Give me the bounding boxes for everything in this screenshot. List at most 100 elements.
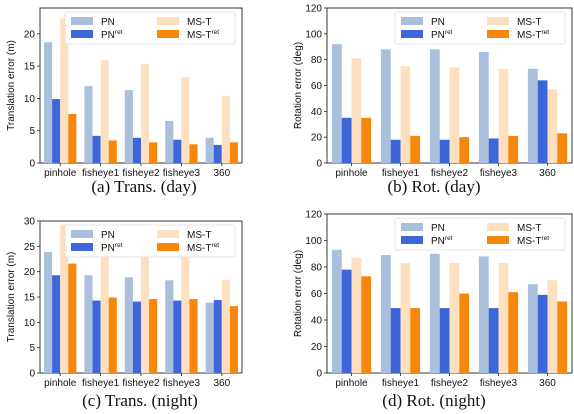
bar-MS-Tret-fisheye2 xyxy=(459,293,470,373)
bar-PN-fisheye1 xyxy=(380,49,391,164)
bar-PNret-fisheye1 xyxy=(92,135,101,163)
x-tick-label: fisheye2 xyxy=(431,168,469,179)
bar-MS-T-360 xyxy=(221,279,230,373)
bar-PN-pinhole xyxy=(44,251,53,373)
x-tick-label: fisheye1 xyxy=(82,168,120,179)
bar-PN-fisheye3 xyxy=(165,121,174,163)
y-tick-label: 20 xyxy=(24,29,36,40)
bar-MS-Tret-fisheye1 xyxy=(410,135,421,163)
legend-swatch-MS-Tret xyxy=(157,30,179,38)
bar-MS-T-fisheye3 xyxy=(181,77,190,163)
legend-label-MS-T: MS-T xyxy=(517,223,541,234)
x-tick-label: fisheye1 xyxy=(382,168,420,179)
bar-MS-T-pinhole xyxy=(351,257,362,373)
legend-label-MS-T: MS-T xyxy=(187,230,211,241)
y-tick-label: 5 xyxy=(29,126,35,137)
y-tick-label: 20 xyxy=(311,342,323,353)
legend-box xyxy=(64,224,236,258)
bar-MS-T-360 xyxy=(547,280,558,373)
bar-PN-360 xyxy=(205,302,214,373)
bar-PN-fisheye2 xyxy=(429,49,440,164)
bar-PNret-fisheye1 xyxy=(390,308,401,373)
y-tick-label: 10 xyxy=(24,318,36,329)
bar-PN-fisheye2 xyxy=(124,277,133,373)
y-tick-label: 40 xyxy=(311,107,323,118)
legend-label-PN: PN xyxy=(431,17,445,28)
y-tick-label: 60 xyxy=(311,81,323,92)
bar-PNret-pinhole xyxy=(52,275,61,373)
bar-PN-fisheye3 xyxy=(478,51,489,163)
bar-PNret-360 xyxy=(213,144,222,163)
bar-PN-fisheye2 xyxy=(429,253,440,373)
bar-MS-Tret-pinhole xyxy=(68,263,77,373)
legend-label-PN: PN xyxy=(101,230,115,241)
legend-swatch-MS-T xyxy=(487,223,509,231)
legend-swatch-PN xyxy=(401,223,423,231)
chart-panel-2: 0 20 40 60 80 100 120 Rotation error (deg) pinho… xyxy=(293,4,573,196)
panel-caption: (a) Trans. (day) xyxy=(91,177,196,196)
legend-label-MS-T: MS-T xyxy=(517,17,541,28)
bar-MS-Tret-fisheye3 xyxy=(508,292,519,373)
x-tick-label: pinhole xyxy=(335,378,368,389)
legend-swatch-MS-Tret xyxy=(487,30,509,38)
y-tick-label: 120 xyxy=(305,4,322,15)
legend-swatch-PN xyxy=(71,230,93,238)
bar-MS-T-fisheye3 xyxy=(498,263,509,373)
legend-label-PN: PN xyxy=(431,223,445,234)
bar-PNret-fisheye2 xyxy=(439,308,450,373)
bar-PNret-fisheye3 xyxy=(488,308,499,373)
bar-PN-pinhole xyxy=(331,44,342,163)
chart-panel-1: 0 5 10 15 20 Translation error (m) pinhole fish… xyxy=(6,7,243,196)
y-tick-label: 100 xyxy=(305,29,322,40)
bar-MS-Tret-360 xyxy=(557,133,568,163)
legend-swatch-MS-T xyxy=(487,17,509,25)
panel-caption: (b) Rot. (day) xyxy=(387,177,480,196)
legend-swatch-MS-Tret xyxy=(157,243,179,251)
bar-PNret-fisheye2 xyxy=(132,137,141,163)
bar-PN-fisheye2 xyxy=(124,90,133,163)
x-tick-label: 360 xyxy=(213,378,230,389)
bar-MS-Tret-fisheye3 xyxy=(189,299,198,373)
y-axis-title: Rotation error (deg) xyxy=(293,250,304,337)
bar-MS-Tret-360 xyxy=(557,301,568,373)
y-tick-label: 0 xyxy=(29,159,35,170)
legend-label-MS-Tret: MS-Tret xyxy=(517,235,549,247)
bar-MS-Tret-pinhole xyxy=(68,113,77,163)
bar-MS-Tret-360 xyxy=(229,142,238,163)
bar-PN-fisheye1 xyxy=(380,255,391,373)
bar-PNret-fisheye2 xyxy=(132,301,141,373)
y-tick-label: 10 xyxy=(24,94,36,105)
y-tick-label: 20 xyxy=(311,133,323,144)
bar-MS-T-fisheye1 xyxy=(400,66,411,163)
legend-swatch-PNret xyxy=(71,30,93,38)
bar-MS-T-fisheye2 xyxy=(449,263,460,373)
y-tick-label: 30 xyxy=(24,217,36,228)
bar-PN-fisheye1 xyxy=(84,86,93,163)
bar-PN-360 xyxy=(527,68,538,163)
x-tick-label: fisheye3 xyxy=(480,168,518,179)
legend-box xyxy=(394,11,566,45)
bar-MS-Tret-pinhole xyxy=(361,276,372,373)
legend-swatch-PNret xyxy=(401,30,423,38)
y-axis-title: Rotation error (deg) xyxy=(293,42,304,129)
legend-swatch-MS-Tret xyxy=(487,236,509,244)
x-tick-label: fisheye1 xyxy=(382,378,420,389)
legend-swatch-PNret xyxy=(401,236,423,244)
x-tick-label: 360 xyxy=(539,378,556,389)
y-tick-label: 120 xyxy=(305,210,322,221)
y-tick-label: 60 xyxy=(311,289,323,300)
bar-MS-Tret-fisheye2 xyxy=(149,299,158,373)
bar-MS-T-fisheye1 xyxy=(100,241,109,373)
y-tick-label: 20 xyxy=(24,267,36,278)
x-tick-label: fisheye1 xyxy=(82,378,120,389)
bar-MS-T-pinhole xyxy=(60,224,69,373)
y-tick-label: 0 xyxy=(316,159,322,170)
legend-swatch-PNret xyxy=(71,243,93,251)
y-tick-label: 15 xyxy=(24,293,36,304)
bar-MS-T-360 xyxy=(221,95,230,163)
x-tick-label: pinhole xyxy=(335,168,368,179)
legend-swatch-PN xyxy=(71,17,93,25)
bar-MS-T-360 xyxy=(547,89,558,163)
